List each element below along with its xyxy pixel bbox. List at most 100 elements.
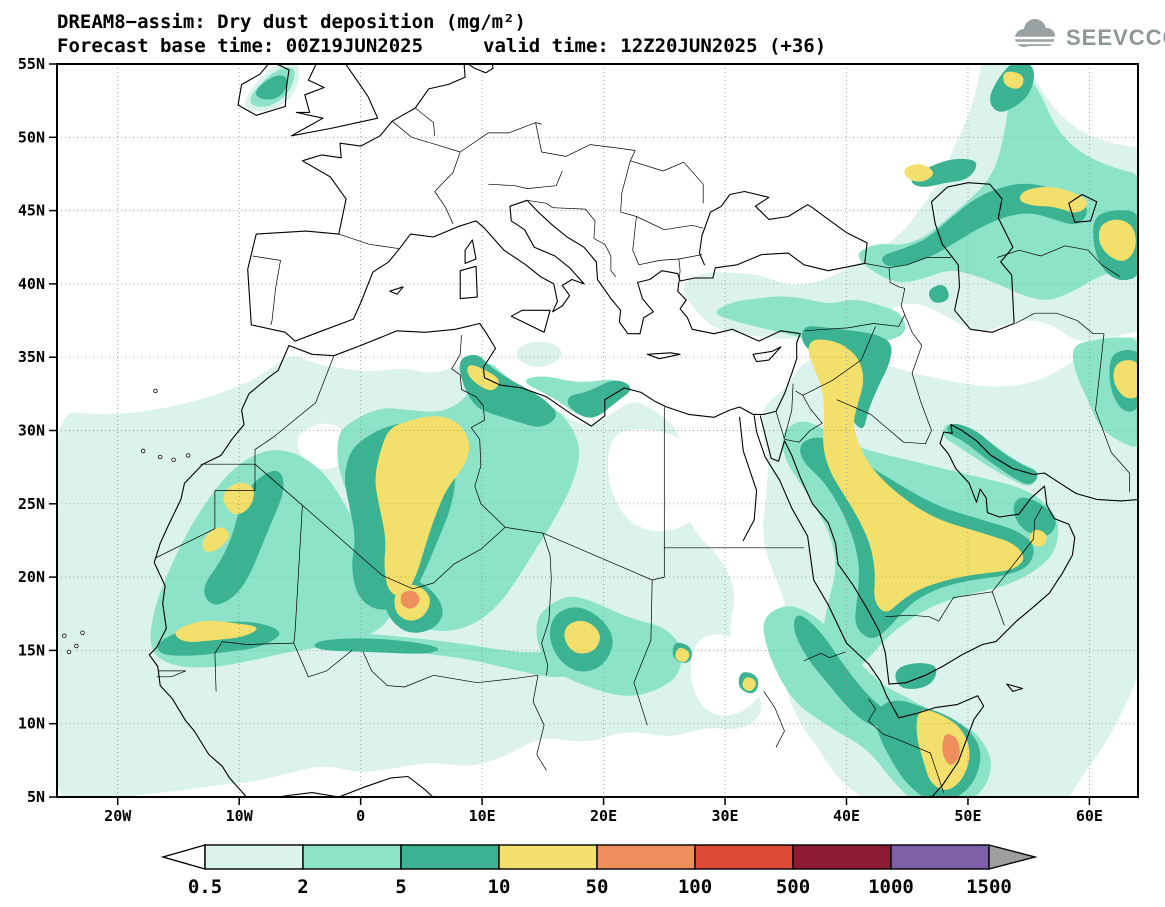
lat-tick-label: 10N	[18, 715, 45, 733]
country-border	[214, 505, 303, 692]
country-border	[620, 160, 637, 217]
coastline	[301, 64, 466, 235]
logo-wordmark: SEEVCCC	[1066, 25, 1165, 50]
contour-level-10	[175, 620, 257, 642]
islands	[62, 388, 191, 655]
coastline	[1006, 683, 1024, 692]
colorbar-tick-label: 100	[678, 876, 712, 898]
coastline	[459, 265, 478, 300]
island	[80, 630, 85, 635]
lat-tick-label: 15N	[18, 641, 45, 659]
coastline	[646, 352, 681, 360]
colorbar-bin	[596, 844, 696, 870]
country-border	[552, 207, 616, 277]
island	[140, 448, 146, 454]
island	[74, 643, 79, 649]
country-border	[293, 642, 353, 678]
country-border	[541, 532, 552, 676]
country-border	[1015, 312, 1104, 335]
colorbar: 0.5 2 5 10 50 100 500 1000 1500	[160, 844, 1038, 898]
lat-tick-label: 55N	[18, 55, 45, 73]
colorbar-tick-label: 500	[776, 876, 810, 898]
contour-level-10	[1098, 219, 1136, 261]
chart-title: DREAM8−assim: Dry dust deposition (mg/m²…	[57, 11, 526, 33]
country-border	[488, 170, 563, 189]
country-borders	[155, 107, 1130, 793]
contour-below-0.5	[607, 429, 713, 532]
coastline	[510, 309, 551, 333]
contour-level-10	[904, 164, 933, 182]
lat-tick-label: 40N	[18, 275, 45, 293]
contour-level-5	[793, 615, 887, 726]
lat-tick-label: 30N	[18, 422, 45, 440]
country-border	[632, 216, 681, 283]
lat-tick-label: 25N	[18, 495, 45, 513]
contour-level-10	[467, 365, 499, 391]
coastline	[1068, 193, 1098, 223]
country-border	[460, 122, 542, 153]
coastline	[752, 346, 782, 363]
contour-level-10	[202, 527, 229, 552]
country-border	[633, 579, 653, 726]
coastline	[389, 286, 404, 295]
coastline	[148, 344, 290, 797]
colorbar-arrow-right	[988, 844, 1038, 870]
island	[185, 453, 191, 458]
country-border	[784, 383, 794, 438]
coastline	[290, 64, 379, 137]
colorbar-bin	[204, 844, 304, 870]
axes: 20W 10W 0 10E 20E 30E 40E 50E 60E 5N 10N 15N 20N 25N 3…	[18, 55, 1103, 825]
contour-level-10	[375, 416, 470, 596]
country-border	[636, 216, 704, 231]
lon-tick-label: 10E	[469, 807, 496, 825]
island	[157, 454, 163, 460]
country-border	[775, 411, 785, 440]
country-border	[532, 675, 547, 771]
contour-level-5	[314, 638, 439, 654]
coastline	[467, 64, 494, 74]
colorbar-arrow-left	[160, 844, 206, 870]
lon-tick-label: 20E	[590, 807, 617, 825]
country-border	[252, 255, 281, 325]
country-border	[864, 257, 951, 269]
colorbar-tick-label: 5	[395, 876, 406, 898]
contour-level-10	[808, 339, 1024, 612]
country-border	[391, 120, 461, 224]
map-grid	[57, 64, 1138, 797]
colorbar-tick-label: 2	[297, 876, 308, 898]
country-border	[784, 390, 823, 443]
lat-tick-label: 5N	[27, 788, 45, 806]
country-border	[803, 651, 846, 662]
country-border	[836, 399, 932, 445]
coastline	[759, 415, 1138, 685]
cloud-icon	[1010, 19, 1060, 47]
contour-below-0.5	[297, 423, 350, 469]
country-border	[415, 107, 436, 136]
lat-tick-label: 35N	[18, 348, 45, 366]
contour-below-0.5	[690, 634, 763, 716]
colorbar-tick-label: 10	[488, 876, 511, 898]
contour-level-2	[150, 450, 395, 668]
country-border	[991, 506, 1043, 593]
country-border	[629, 150, 704, 204]
colorbar-bin	[694, 844, 794, 870]
forecast-base-time: Forecast base time: 00Z19JUN2025	[57, 35, 423, 57]
country-border	[763, 691, 785, 748]
contour-level-2	[183, 630, 581, 678]
island	[62, 633, 67, 638]
country-border	[382, 527, 506, 590]
contour-level-10	[742, 677, 756, 691]
contour-level-5	[928, 285, 949, 303]
lon-tick-label: 60E	[1076, 807, 1103, 825]
lon-tick-label: 50E	[954, 807, 981, 825]
coastline	[464, 239, 477, 264]
colorbar-bin	[792, 844, 892, 870]
coastline	[288, 281, 801, 427]
country-border	[805, 314, 906, 332]
colorbar-tick-label: 0.5	[188, 876, 222, 898]
contour-level-10	[1003, 71, 1024, 89]
coastline	[237, 64, 290, 116]
colorbar-bin	[498, 844, 598, 870]
country-border	[996, 245, 1120, 277]
